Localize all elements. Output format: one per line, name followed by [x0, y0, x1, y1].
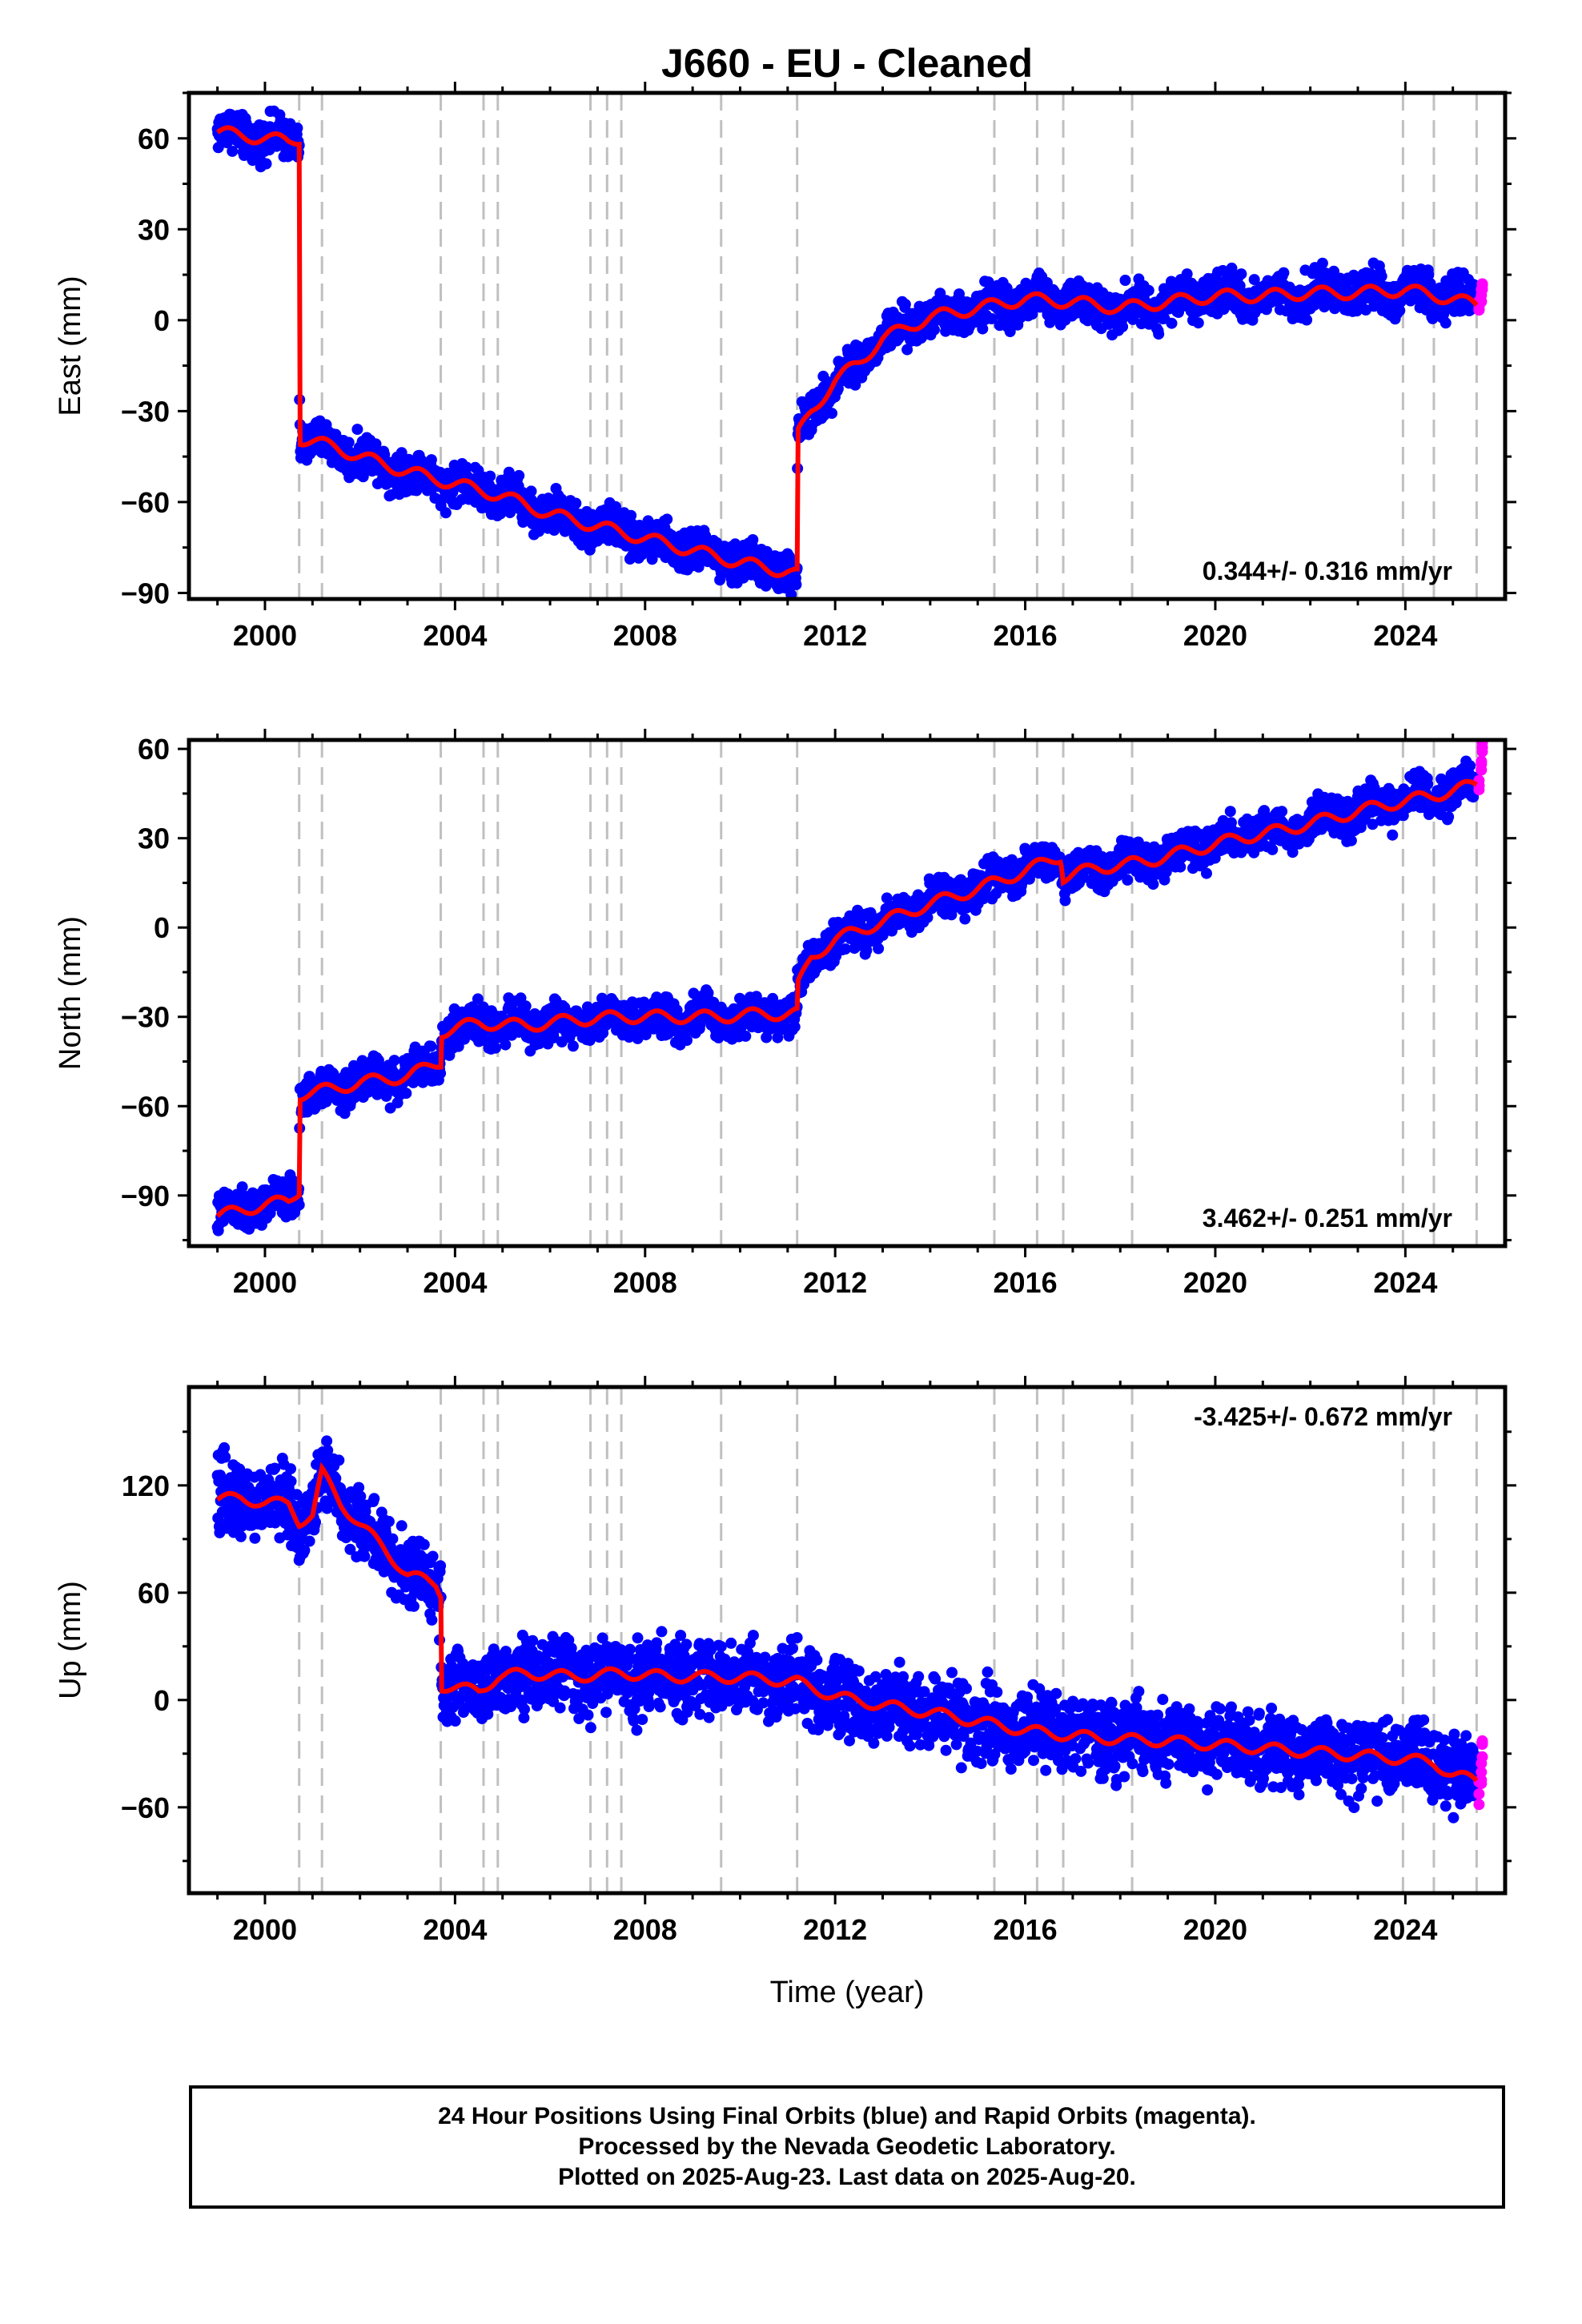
final-orbit-point — [260, 158, 272, 170]
final-orbit-point — [849, 379, 861, 391]
x-tick-label: 2020 — [1183, 619, 1247, 652]
final-orbit-point — [425, 454, 437, 466]
y-tick-label: 0 — [154, 304, 170, 337]
x-tick-label: 2012 — [803, 619, 867, 652]
final-orbit-point — [785, 589, 797, 599]
final-orbit-point — [790, 579, 802, 590]
final-orbit-point — [1117, 320, 1129, 332]
final-orbit-point — [1248, 274, 1260, 286]
rate-annotation: 0.344+/- 0.316 mm/yr — [1203, 557, 1452, 585]
panel-frame — [187, 90, 1508, 601]
y-axis-label: East (mm) — [54, 275, 87, 416]
final-orbit-point — [291, 123, 303, 134]
final-orbit-point — [1423, 269, 1435, 281]
final-orbit-point — [977, 323, 989, 335]
panel-north: 2000 2004 2008 2012 2016 2020 2024−90−60−30030… — [54, 729, 1516, 1299]
final-orbit-point — [1119, 275, 1131, 286]
data-points — [211, 105, 1488, 599]
final-orbit-point — [1235, 268, 1247, 280]
final-orbit-point — [388, 1055, 400, 1067]
x-tick-label: 2016 — [994, 619, 1058, 652]
y-tick-label: 30 — [138, 213, 170, 246]
final-orbit-point — [460, 461, 472, 473]
data-points — [211, 740, 1488, 1236]
final-orbit-point — [567, 1040, 579, 1052]
final-orbit-point — [625, 509, 637, 521]
final-orbit-point — [959, 913, 971, 925]
x-tick-label: 2000 — [233, 619, 297, 652]
final-orbit-point — [1424, 278, 1436, 290]
final-orbit-point — [873, 943, 885, 955]
final-orbit-point — [986, 313, 998, 324]
final-orbit-point — [826, 408, 837, 420]
final-orbit-point — [370, 438, 382, 450]
final-orbit-point — [343, 436, 355, 448]
final-orbit-point — [293, 1199, 305, 1211]
final-orbit-point — [899, 299, 911, 311]
final-orbit-point — [661, 513, 673, 525]
final-orbit-point — [1166, 317, 1178, 329]
final-orbit-point — [1316, 257, 1328, 269]
final-orbit-point — [570, 497, 582, 509]
final-orbit-point — [1301, 314, 1313, 326]
final-orbit-point — [740, 1030, 752, 1042]
final-orbit-point — [425, 1040, 437, 1052]
final-orbit-point — [1278, 267, 1290, 279]
y-tick-label: −90 — [121, 577, 170, 609]
y-tick-label: −30 — [121, 395, 170, 428]
y-tick-label: −60 — [121, 486, 170, 519]
final-orbit-point — [1439, 317, 1452, 329]
x-tick-label: 2008 — [613, 619, 677, 652]
panels: 2000 2004 2008 2012 2016 2020 2024 −90 −60 −30 0 30… — [54, 82, 1516, 2009]
final-orbit-point — [520, 1000, 532, 1012]
y-tick-label: 60 — [138, 123, 170, 155]
final-orbit-point — [1234, 279, 1246, 292]
x-tick-label: 2024 — [1373, 619, 1437, 652]
final-orbit-point — [400, 1088, 412, 1100]
x-tick-label: 2004 — [423, 619, 487, 652]
final-orbit-point — [1153, 328, 1165, 340]
final-orbit-point — [525, 485, 537, 497]
final-orbit-point — [789, 1021, 801, 1033]
figure-title: J660 - EU - Cleaned — [661, 41, 1033, 86]
final-orbit-point — [227, 145, 239, 157]
final-orbit-point — [1394, 304, 1406, 316]
panel-east: 2000 2004 2008 2012 2016 2020 2024 −90 −60 −30 0 30… — [54, 82, 1516, 652]
final-orbit-point — [901, 344, 913, 356]
final-orbit-point — [351, 424, 363, 436]
final-orbit-point — [1375, 271, 1387, 282]
final-orbit-point — [484, 470, 496, 482]
final-orbit-point — [500, 1039, 512, 1051]
final-orbit-point — [236, 1181, 248, 1193]
final-orbit-point — [489, 1042, 501, 1054]
final-orbit-point — [1122, 874, 1134, 886]
step-lines — [298, 93, 1478, 599]
final-orbit-point — [1181, 268, 1193, 280]
final-orbit-point — [681, 1035, 693, 1046]
final-orbit-point — [429, 493, 441, 504]
final-orbit-point — [440, 507, 452, 519]
final-orbit-point — [1142, 284, 1154, 296]
final-orbit-point — [513, 469, 525, 481]
rapid-orbit-point — [1476, 278, 1488, 290]
model-fit-line — [215, 125, 1479, 578]
final-orbit-point — [435, 1068, 447, 1080]
final-orbit-point — [747, 534, 759, 545]
final-orbit-point — [929, 324, 940, 336]
final-orbit-point — [1026, 308, 1038, 320]
final-orbit-point — [1059, 895, 1071, 907]
final-orbit-point — [1192, 317, 1204, 329]
